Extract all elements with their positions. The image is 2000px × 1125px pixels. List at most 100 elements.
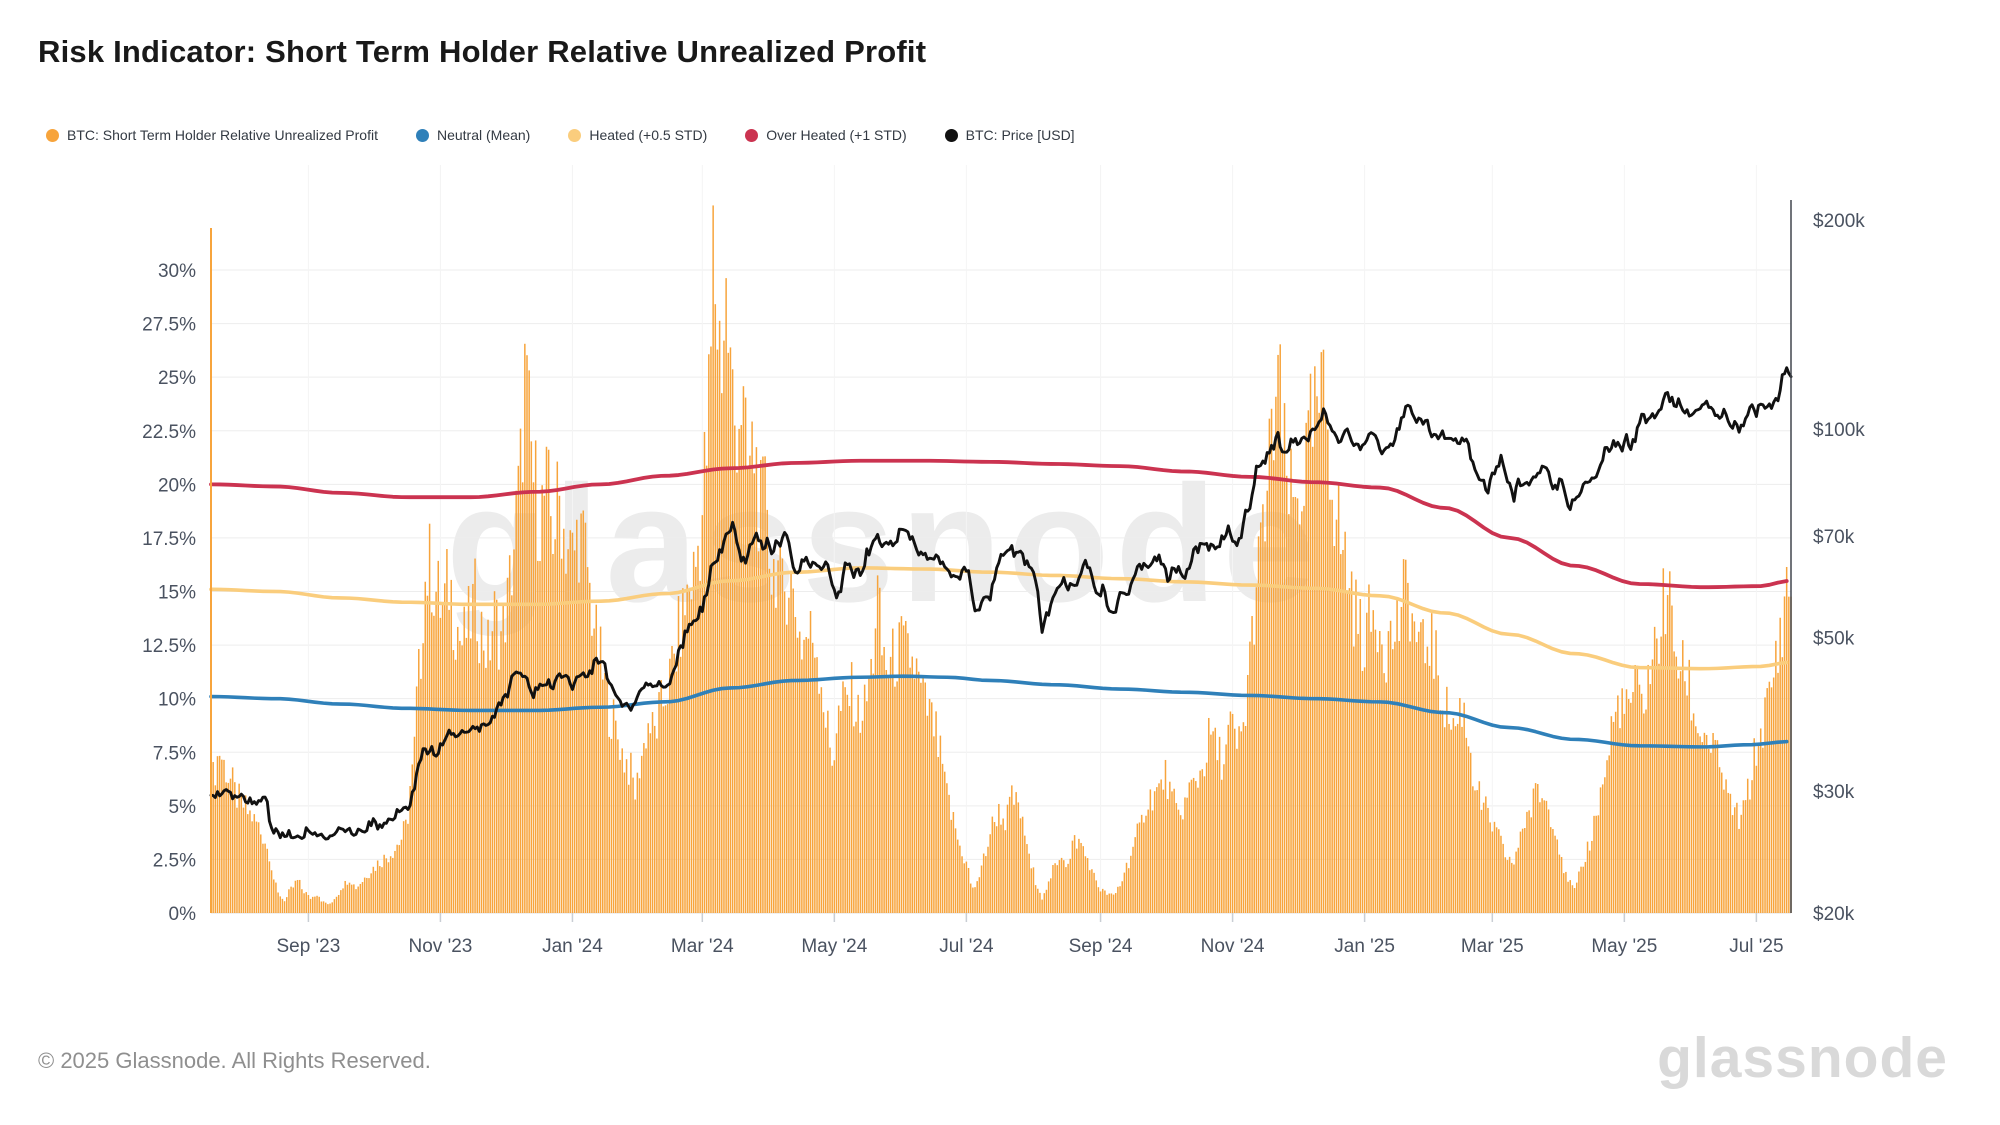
indicator-bar bbox=[1569, 880, 1571, 913]
indicator-bar bbox=[342, 888, 344, 913]
legend-item-4[interactable]: BTC: Price [USD] bbox=[944, 127, 1075, 143]
indicator-bar bbox=[961, 856, 963, 913]
indicator-bar bbox=[1669, 571, 1671, 913]
indicator-bar bbox=[212, 762, 214, 913]
indicator-bar bbox=[666, 704, 669, 913]
indicator-bar bbox=[459, 640, 461, 913]
indicator-bar bbox=[1231, 713, 1234, 913]
indicator-bar bbox=[1560, 857, 1563, 913]
indicator-bar bbox=[1210, 734, 1212, 913]
indicator-bar bbox=[1255, 587, 1258, 913]
legend-label: Neutral (Mean) bbox=[436, 127, 531, 143]
indicator-bar bbox=[638, 778, 641, 913]
indicator-bar bbox=[1764, 697, 1766, 913]
legend-item-2[interactable]: Heated (+0.5 STD) bbox=[568, 127, 707, 143]
indicator-bar bbox=[1076, 848, 1078, 913]
indicator-bar bbox=[1757, 744, 1760, 913]
indicator-bar bbox=[472, 583, 474, 913]
indicator-bar bbox=[569, 530, 572, 913]
indicator-bar bbox=[604, 673, 606, 913]
indicator-bar bbox=[428, 523, 431, 913]
indicator-bar bbox=[1619, 728, 1621, 913]
indicator-bar bbox=[1452, 718, 1455, 913]
indicator-bar bbox=[420, 678, 422, 913]
indicator-bar bbox=[286, 897, 288, 913]
legend-item-0[interactable]: BTC: Short Term Holder Relative Unrealiz… bbox=[46, 127, 378, 143]
indicator-bar bbox=[777, 560, 779, 913]
indicator-bar bbox=[504, 642, 507, 913]
indicator-bar bbox=[1288, 514, 1290, 913]
glassnode-logo: glassnode bbox=[1657, 1026, 1948, 1090]
indicator-bar bbox=[1556, 839, 1558, 913]
indicator-bar bbox=[1675, 656, 1678, 913]
indicator-bar bbox=[563, 528, 565, 913]
indicator-bar bbox=[1264, 541, 1266, 913]
indicator-bar bbox=[1424, 663, 1426, 913]
indicator-bar bbox=[1162, 789, 1165, 913]
indicator-bar bbox=[614, 720, 617, 913]
indicator-bar bbox=[1333, 546, 1336, 913]
indicator-bar bbox=[1394, 641, 1396, 913]
indicator-bar bbox=[415, 686, 418, 913]
indicator-bar bbox=[576, 519, 578, 913]
indicator-bar bbox=[1268, 418, 1271, 913]
x-axis-label: May '25 bbox=[1591, 936, 1657, 957]
indicator-bar bbox=[1119, 886, 1121, 913]
indicator-bar bbox=[705, 465, 708, 913]
indicator-bar bbox=[515, 490, 517, 913]
indicator-bar bbox=[905, 620, 907, 913]
legend-label: BTC: Price [USD] bbox=[965, 127, 1075, 143]
indicator-bar bbox=[283, 901, 286, 913]
indicator-bar bbox=[870, 658, 872, 913]
indicator-bar bbox=[1630, 702, 1632, 913]
indicator-bar bbox=[1580, 866, 1582, 913]
indicator-bar bbox=[322, 901, 325, 913]
indicator-bar bbox=[820, 687, 823, 913]
indicator-bar bbox=[965, 861, 968, 913]
indicator-bar bbox=[558, 495, 561, 913]
indicator-bar bbox=[1303, 505, 1305, 913]
indicator-bar bbox=[1526, 811, 1528, 913]
indicator-bar bbox=[632, 777, 634, 913]
indicator-bar bbox=[1716, 740, 1719, 913]
legend-item-3[interactable]: Over Heated (+1 STD) bbox=[745, 127, 907, 143]
overheated-line bbox=[209, 458, 1789, 590]
indicator-bar bbox=[463, 606, 465, 913]
indicator-bar bbox=[595, 604, 598, 913]
indicator-bar bbox=[1199, 770, 1201, 913]
indicator-bar bbox=[974, 887, 976, 913]
indicator-bar bbox=[290, 886, 292, 913]
indicator-bar bbox=[937, 757, 939, 913]
indicator-bar bbox=[814, 657, 816, 913]
indicator-bar bbox=[318, 896, 320, 913]
indicator-bar bbox=[1450, 729, 1452, 913]
indicator-bar bbox=[1545, 800, 1548, 913]
legend-item-1[interactable]: Neutral (Mean) bbox=[415, 127, 531, 143]
indicator-bar bbox=[1320, 352, 1323, 913]
indicator-bar bbox=[361, 882, 364, 913]
indicator-bar bbox=[327, 904, 329, 913]
indicator-bar bbox=[1541, 798, 1543, 913]
indicator-bar bbox=[757, 551, 760, 913]
indicator-bar bbox=[1729, 793, 1732, 913]
indicator-bar bbox=[1253, 644, 1255, 913]
indicator-bar bbox=[1398, 641, 1400, 913]
indicator-bar bbox=[411, 764, 414, 913]
indicator-bar bbox=[1060, 857, 1063, 913]
indicator-bar bbox=[387, 862, 390, 913]
indicator-bar bbox=[1238, 726, 1240, 913]
indicator-bar bbox=[1086, 858, 1089, 913]
indicator-bar bbox=[1101, 888, 1104, 913]
indicator-bar bbox=[853, 726, 855, 913]
indicator-bar bbox=[1307, 410, 1310, 913]
indicator-bar bbox=[1316, 396, 1318, 913]
x-axis-label: Jul '25 bbox=[1729, 936, 1783, 957]
indicator-bar bbox=[1071, 840, 1074, 913]
indicator-bar bbox=[1370, 631, 1372, 913]
indicator-bar bbox=[1182, 819, 1184, 913]
indicator-bar bbox=[1482, 802, 1485, 913]
indicator-bar bbox=[335, 896, 338, 913]
indicator-bar bbox=[1015, 792, 1017, 913]
indicator-bar bbox=[1621, 688, 1623, 913]
indicator-bar bbox=[1426, 646, 1429, 913]
